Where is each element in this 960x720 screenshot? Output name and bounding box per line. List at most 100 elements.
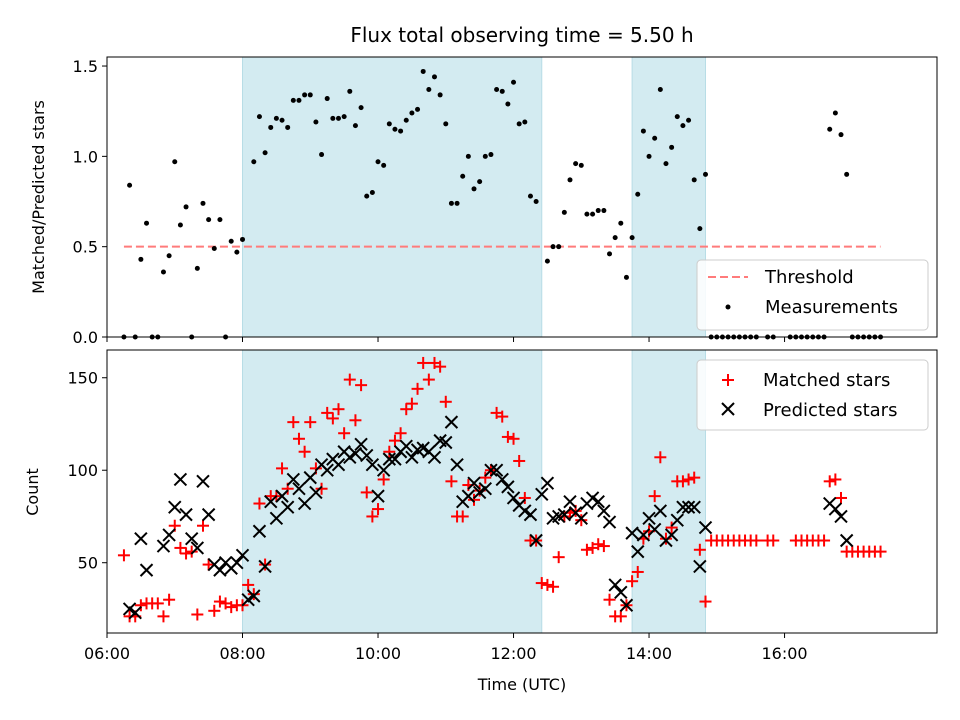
matched-star-point bbox=[326, 412, 339, 425]
matched-star-point bbox=[208, 604, 221, 617]
matched-star-point bbox=[592, 538, 605, 551]
measurement-point bbox=[341, 114, 347, 120]
measurement-point bbox=[369, 189, 375, 195]
predicted-star-point bbox=[461, 489, 476, 503]
matched-star-point bbox=[575, 514, 588, 527]
measurement-point bbox=[268, 124, 274, 130]
matched-star-point bbox=[298, 445, 311, 458]
matched-star-point bbox=[321, 406, 334, 419]
matched-star-point bbox=[117, 549, 130, 562]
measurement-point bbox=[251, 159, 257, 165]
predicted-star-point bbox=[252, 524, 267, 538]
predicted-star-point bbox=[156, 539, 171, 553]
predicted-star-point bbox=[309, 485, 323, 500]
matched-star-point bbox=[496, 410, 509, 423]
measurement-point bbox=[386, 121, 392, 127]
top-legend: Threshold Measurements bbox=[696, 259, 929, 331]
bottom-panel: 50 100 150 06:00 08:00 10:00 12:00 14:00 16:00 T… bbox=[23, 349, 938, 694]
matched-star-point bbox=[654, 451, 667, 464]
measurement-point bbox=[454, 200, 460, 206]
matched-star-point bbox=[377, 473, 390, 486]
predicted-star-point bbox=[619, 598, 634, 612]
predicted-star-point bbox=[687, 500, 701, 514]
predicted-star-point bbox=[439, 435, 453, 450]
measurement-point bbox=[533, 199, 539, 205]
predicted-star-point bbox=[173, 472, 188, 487]
matched-star-point bbox=[468, 493, 481, 506]
measurement-point bbox=[550, 244, 556, 250]
measurement-point bbox=[437, 92, 443, 98]
measurement-point bbox=[302, 92, 308, 98]
predicted-stars-points bbox=[122, 415, 854, 620]
measurement-point bbox=[240, 236, 246, 242]
measurement-point bbox=[516, 121, 522, 127]
measurement-point bbox=[505, 101, 511, 107]
matched-star-point bbox=[456, 510, 469, 523]
measurement-point bbox=[590, 211, 596, 217]
matched-star-point bbox=[411, 382, 424, 395]
measurement-point bbox=[177, 222, 183, 228]
predicted-star-point bbox=[597, 504, 611, 518]
measurement-point bbox=[488, 152, 494, 158]
predicted-star-point bbox=[574, 511, 588, 526]
predicted-star-point bbox=[264, 494, 278, 509]
measurement-point bbox=[477, 179, 483, 185]
measurement-point bbox=[296, 97, 302, 103]
matched-star-point bbox=[372, 503, 385, 516]
measurement-point bbox=[522, 119, 528, 125]
predicted-star-point bbox=[681, 500, 696, 514]
measurement-point bbox=[398, 128, 404, 134]
measurement-point bbox=[217, 217, 223, 223]
predicted-star-point bbox=[489, 463, 504, 477]
matched-star-point bbox=[597, 540, 610, 553]
predicted-star-point bbox=[320, 463, 334, 477]
predicted-star-point bbox=[388, 452, 402, 466]
measurement-point bbox=[623, 274, 629, 280]
legend-matched-label: Matched stars bbox=[763, 370, 890, 391]
legend-measurements-label: Measurements bbox=[765, 297, 898, 318]
predicted-star-point bbox=[653, 504, 668, 518]
measurement-point bbox=[206, 217, 212, 223]
matched-star-point bbox=[445, 475, 458, 488]
measurement-point bbox=[358, 105, 364, 111]
measurement-point bbox=[607, 251, 613, 257]
shaded-span-0 bbox=[242, 349, 543, 634]
x-tick-label: 08:00 bbox=[219, 644, 265, 663]
measurement-point bbox=[307, 92, 313, 98]
predicted-star-point bbox=[376, 463, 391, 477]
predicted-star-point bbox=[235, 548, 250, 563]
measurement-point bbox=[319, 152, 325, 158]
top-y-tick-label: 1.0 bbox=[73, 147, 98, 166]
matched-star-point bbox=[349, 414, 362, 427]
legend-predicted-label: Predicted stars bbox=[763, 400, 897, 421]
matched-star-point bbox=[434, 360, 447, 373]
predicted-star-point bbox=[269, 511, 284, 526]
matched-star-point bbox=[479, 471, 492, 484]
matched-star-point bbox=[202, 558, 215, 571]
measurement-point bbox=[392, 126, 398, 132]
predicted-star-point bbox=[540, 476, 555, 490]
predicted-star-point bbox=[484, 463, 498, 477]
measurement-point bbox=[544, 258, 550, 264]
top-y-axis-label: Matched/Predicted stars bbox=[29, 100, 48, 294]
measurement-point bbox=[330, 115, 336, 121]
matched-star-point bbox=[835, 491, 848, 504]
measurement-point bbox=[364, 193, 370, 199]
shaded-span-1 bbox=[631, 349, 707, 634]
measurement-point bbox=[279, 117, 285, 123]
predicted-star-point bbox=[247, 589, 261, 603]
predicted-star-point bbox=[591, 494, 605, 509]
measurement-point bbox=[573, 161, 579, 167]
matched-star-point bbox=[818, 534, 831, 547]
measurement-point bbox=[409, 110, 415, 116]
bottom-y-axis-label: Count bbox=[23, 468, 42, 516]
measurement-point bbox=[262, 150, 268, 156]
predicted-star-point bbox=[348, 446, 363, 461]
matched-star-point bbox=[343, 373, 356, 386]
matched-star-point bbox=[163, 593, 176, 606]
predicted-star-point bbox=[625, 526, 639, 540]
measurement-point bbox=[697, 226, 703, 232]
bottom-y-tick-label: 150 bbox=[67, 369, 98, 388]
predicted-star-point bbox=[631, 544, 645, 559]
